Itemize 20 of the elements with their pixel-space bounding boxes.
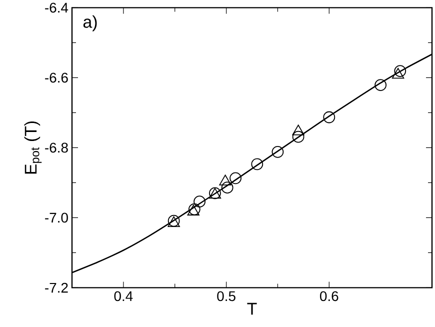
point — [221, 182, 234, 194]
point — [323, 111, 336, 124]
point — [292, 130, 304, 143]
point — [272, 146, 284, 158]
y-tick-label: -6.6 — [45, 72, 68, 83]
x-tick-label: 0.5 — [217, 291, 236, 302]
point — [394, 65, 406, 78]
y-tick-label: -6.4 — [45, 2, 68, 13]
point — [230, 172, 242, 184]
y-axis-title: E$_{pot}$ (T) — [24, 121, 42, 174]
point — [251, 158, 264, 170]
y-tick-label: -6.8 — [45, 142, 68, 153]
y-tick-label: -7.2 — [45, 282, 68, 293]
point — [374, 79, 387, 92]
point — [194, 196, 206, 208]
x-tick-label: 0.6 — [320, 291, 338, 302]
y-tick-label: -7.0 — [45, 212, 68, 223]
x-axis-title: T — [247, 302, 257, 315]
annotation: a) — [83, 15, 97, 32]
x-tick-label: 0.4 — [114, 291, 133, 302]
